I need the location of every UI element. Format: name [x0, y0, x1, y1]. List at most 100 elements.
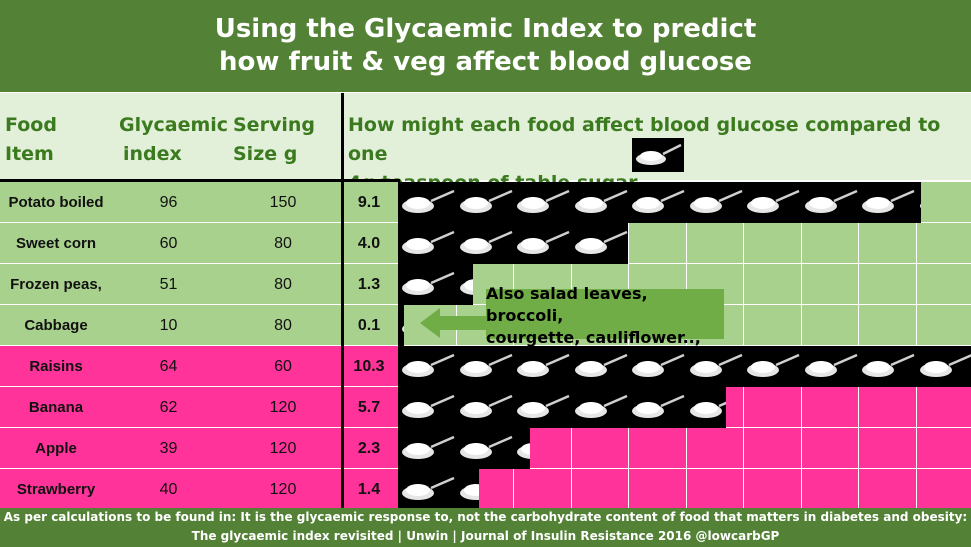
grid-line: [628, 469, 629, 510]
teaspoon-of-sugar-icon: [398, 264, 456, 305]
table-row: Banana 62 120 5.7: [0, 387, 971, 428]
title-line-1: Using the Glycaemic Index to predict: [214, 14, 757, 44]
serving-size-value: 80: [274, 234, 292, 252]
table-row: Strawberry 40 120 1.4: [0, 469, 971, 510]
header-glycaemic-index: Glycaemic index: [119, 111, 228, 169]
footer-citation: As per calculations to be found in: It i…: [0, 508, 971, 547]
header-food-line-2: Item: [5, 143, 54, 165]
food-name: Sweet corn: [15, 235, 97, 252]
grid-line: [570, 469, 572, 510]
teaspoon-of-sugar-icon: [513, 182, 571, 223]
grid-line: [628, 223, 629, 264]
sugar-equivalent-value: 1.3: [357, 275, 381, 293]
grid-line: [858, 223, 859, 264]
sugar-equivalent-value: 2.3: [357, 439, 381, 457]
table-row: Raisins 64 60 10.3: [0, 346, 971, 387]
row-divider: [0, 304, 971, 305]
sugar-equivalent-value: 5.7: [357, 398, 381, 416]
grid-line: [800, 264, 802, 305]
teaspoon-of-sugar-icon: [398, 387, 456, 428]
grid-line: [915, 305, 917, 346]
teaspoon-of-sugar-icon: [800, 182, 858, 223]
chart-title: Using the Glycaemic Index to predict how…: [0, 0, 971, 92]
teaspoon-of-sugar-icon: [570, 182, 628, 223]
grid-line: [800, 469, 802, 510]
callout-text: Also salad leaves, broccoli, courgette, …: [486, 284, 724, 347]
table-row: Apple 39 120 2.3: [0, 428, 971, 469]
teaspoon-of-sugar-icon: [455, 346, 513, 387]
grid-line: [915, 223, 917, 264]
glycaemic-index-value: 62: [159, 398, 178, 416]
teaspoon-of-sugar-icon: [628, 387, 686, 428]
grid-line: [628, 264, 629, 305]
teaspoon-of-sugar-icon: [455, 223, 513, 264]
teaspoon-of-sugar-icon: [513, 428, 531, 469]
grid-line: [743, 387, 744, 428]
sugar-equivalent-value: 10.3: [353, 357, 385, 375]
serving-size-value: 60: [274, 357, 292, 375]
sugar-equivalent-value: 1.4: [357, 480, 381, 498]
grid-line: [858, 305, 859, 346]
teaspoon-of-sugar-icon: [513, 223, 571, 264]
teaspoon-of-sugar-icon: [685, 346, 743, 387]
teaspoon-of-sugar-icon: [513, 387, 571, 428]
glycaemic-index-value: 96: [159, 193, 178, 211]
grid-line: [570, 264, 572, 305]
left-arrow-icon: [420, 308, 488, 338]
grid-line: [858, 264, 859, 305]
glycaemic-index-value: 40: [159, 480, 178, 498]
serving-size-value: 80: [274, 316, 292, 334]
glycaemic-index-value: 39: [159, 439, 178, 457]
teaspoon-of-sugar-icon: [858, 346, 916, 387]
callout-line-1: Also salad leaves, broccoli,: [486, 283, 648, 325]
grid-line: [743, 264, 744, 305]
food-name: Raisins: [29, 358, 83, 375]
grid-line: [570, 428, 572, 469]
teaspoon-of-sugar-icon: [455, 387, 513, 428]
grid-line: [685, 428, 687, 469]
grid-line: [858, 469, 859, 510]
teaspoon-of-sugar-icon: [915, 346, 971, 387]
serving-size-value: 80: [274, 275, 292, 293]
teaspoon-of-sugar-icon: [628, 182, 686, 223]
teaspoon-of-sugar-icon: [632, 138, 684, 172]
callout-line-2: courgette, cauliflower..,: [486, 327, 701, 347]
glycaemic-index-value: 10: [159, 316, 178, 334]
teaspoon-of-sugar-icon: [570, 223, 628, 264]
grid-line: [743, 469, 744, 510]
header-food-line-1: Food: [5, 114, 57, 136]
teaspoon-of-sugar-icon: [398, 428, 456, 469]
serving-size-value: 120: [269, 439, 297, 457]
grid-line: [685, 264, 687, 305]
teaspoon-of-sugar-icon: [455, 182, 513, 223]
header-bottom-rule: [0, 179, 400, 182]
footer-line-2: The glycaemic index revisited | Unwin | …: [191, 529, 780, 543]
teaspoon-of-sugar-icon: [743, 182, 801, 223]
grid-line: [743, 305, 744, 346]
sugar-equivalent-value: 0.1: [357, 316, 381, 334]
teaspoon-of-sugar-icon: [570, 387, 628, 428]
glycaemic-index-value: 64: [159, 357, 178, 375]
header-gi-line-2: index: [123, 143, 182, 165]
grid-line: [743, 223, 744, 264]
teaspoon-of-sugar-icon: [398, 346, 456, 387]
teaspoon-of-sugar-icon: [398, 223, 456, 264]
grid-line: [743, 428, 744, 469]
grid-line: [513, 264, 514, 305]
grid-line: [800, 428, 802, 469]
teaspoon-of-sugar-icon: [513, 346, 571, 387]
teaspoon-of-sugar-icon: [398, 469, 456, 510]
grid-line: [915, 469, 917, 510]
teaspoon-of-sugar-icon: [570, 346, 628, 387]
food-name: Banana: [28, 399, 84, 416]
teaspoon-of-sugar-icon: [628, 346, 686, 387]
title-line-2: how fruit & veg affect blood glucose: [219, 47, 752, 77]
food-name: Strawberry: [16, 481, 96, 498]
grid-line: [800, 387, 802, 428]
grid-line: [915, 428, 917, 469]
header-food-item: Food Item: [5, 111, 57, 169]
header-serving-line-1: Serving: [233, 114, 315, 136]
serving-size-value: 120: [269, 480, 297, 498]
row-divider: [0, 345, 971, 346]
grid-line: [685, 469, 687, 510]
